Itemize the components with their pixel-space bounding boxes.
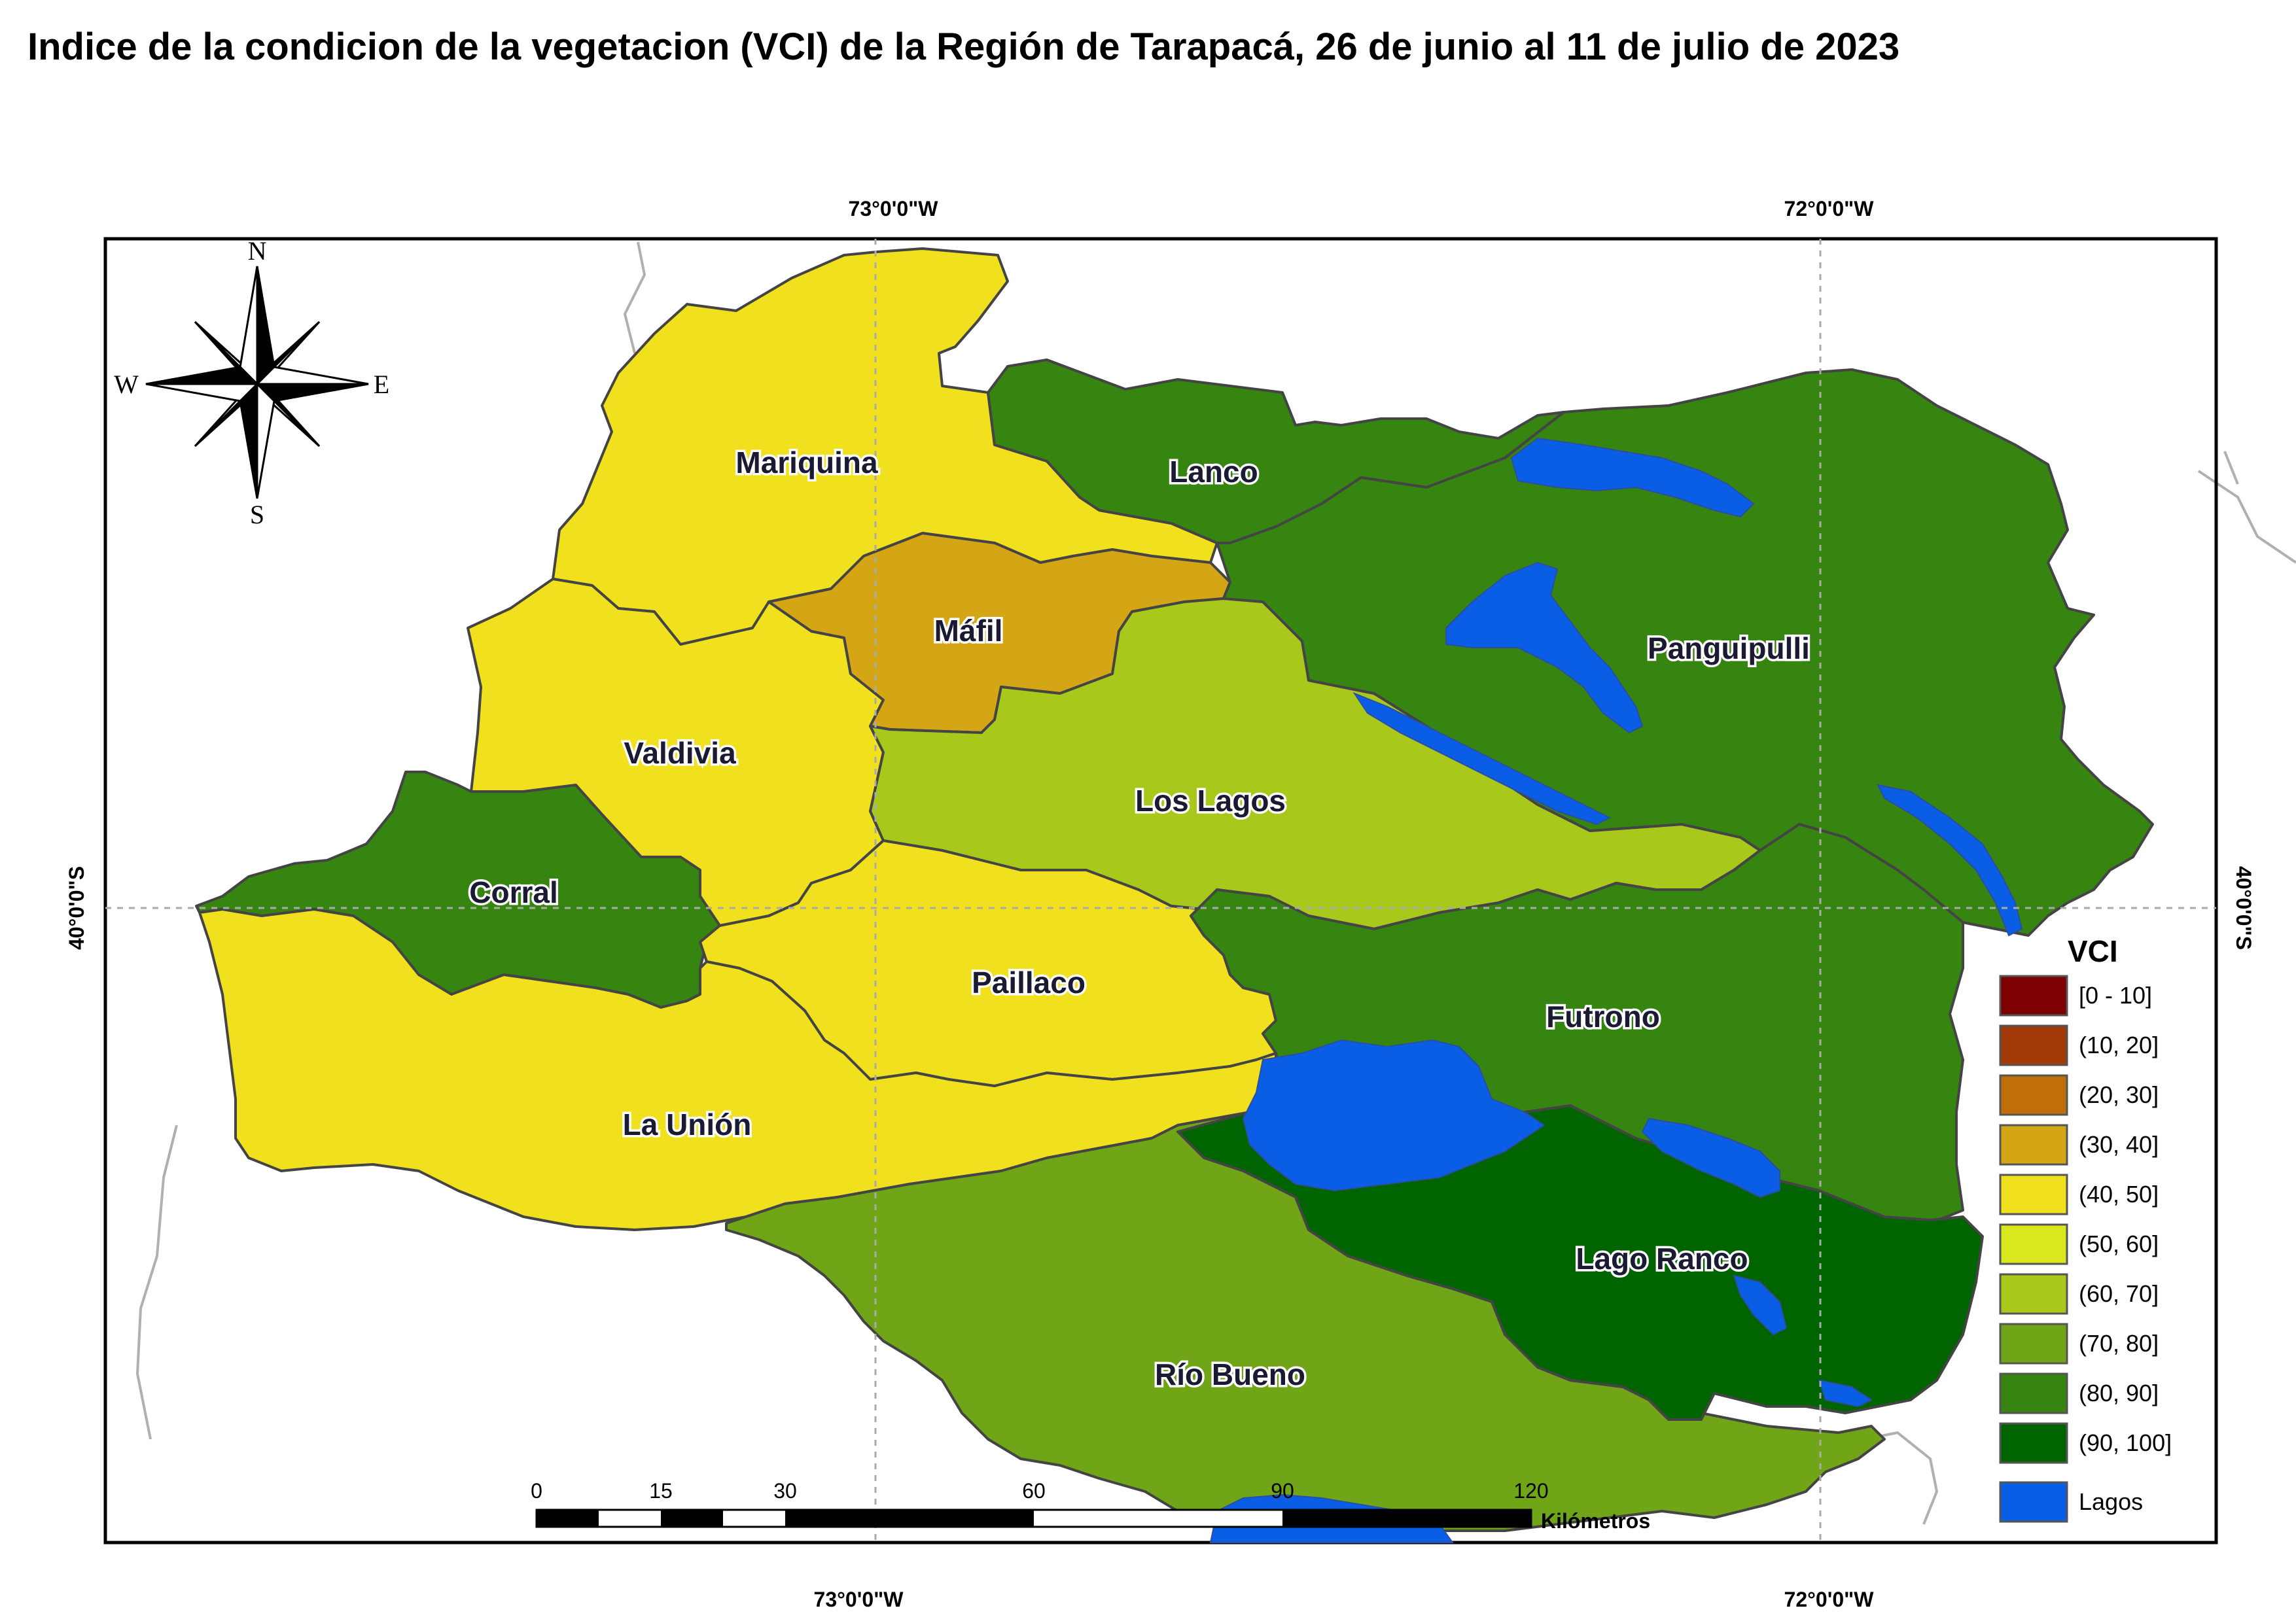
label-valdivia: Valdivia bbox=[624, 736, 736, 770]
legend-swatch bbox=[1999, 1481, 2068, 1523]
lakes bbox=[1209, 437, 2023, 1543]
municipality-futrono bbox=[1190, 823, 1964, 1231]
map-frame bbox=[103, 237, 2218, 1544]
lake-riñihue bbox=[1352, 691, 1612, 826]
legend-swatch bbox=[1999, 1273, 2068, 1315]
lake-panguipulli bbox=[1445, 561, 1644, 734]
compass-w: W bbox=[114, 370, 139, 399]
legend-swatch bbox=[1999, 1124, 2068, 1166]
lon-label-top-left: 73°0'0"W bbox=[849, 197, 939, 220]
municipality-lanco bbox=[987, 358, 1565, 544]
scale-segment bbox=[661, 1510, 723, 1527]
scale-label-120: 120 bbox=[1513, 1479, 1548, 1503]
scale-bar: 0 15 30 60 90 120 Kilómetros bbox=[531, 1479, 1650, 1533]
compass-e: E bbox=[374, 370, 389, 399]
compass-rose: N S E W bbox=[114, 236, 389, 529]
legend-label: (70, 80] bbox=[2079, 1330, 2159, 1357]
legend-title: VCI bbox=[2068, 934, 2118, 968]
legend-label: (90, 100] bbox=[2079, 1429, 2172, 1456]
legend-swatch bbox=[1999, 1024, 2068, 1066]
label-lanco: Lanco bbox=[1169, 455, 1258, 489]
legend-label: (60, 70] bbox=[2079, 1280, 2159, 1307]
scale-segment bbox=[1282, 1510, 1531, 1527]
label-mafil: Máfil bbox=[934, 614, 1003, 648]
legend-items: [0 - 10] (10, 20] (20, 30] (30, 40] (40, 50]… bbox=[1999, 975, 2172, 1523]
legend-label: (30, 40] bbox=[2079, 1131, 2159, 1158]
lake-maihue bbox=[1641, 1117, 1780, 1198]
lake-calafquen bbox=[1510, 437, 1755, 518]
label-paillaco: Paillaco bbox=[972, 966, 1086, 1000]
legend-swatch bbox=[1999, 1174, 2068, 1215]
scale-segment bbox=[537, 1510, 599, 1527]
lon-label-bottom-left: 73°0'0"W bbox=[814, 1588, 904, 1611]
scale-label-90: 90 bbox=[1271, 1479, 1294, 1503]
compass-n: N bbox=[248, 236, 267, 266]
scale-label-15: 15 bbox=[649, 1479, 673, 1503]
neighbor-outlines bbox=[135, 241, 2296, 1525]
map-title: Indice de la condicion de la vegetacion … bbox=[27, 26, 1900, 68]
lake-pirihueico bbox=[1877, 784, 2023, 937]
compass-s: S bbox=[250, 500, 264, 529]
scale-label-0: 0 bbox=[531, 1479, 542, 1503]
label-mariquina: Mariquina bbox=[735, 445, 878, 480]
legend-label: (40, 50] bbox=[2079, 1181, 2159, 1208]
municipality-la-union bbox=[198, 908, 1277, 1231]
legend: VCI [0 - 10] (10, 20] (20, 30] (30, 40] (40,… bbox=[1999, 934, 2172, 1523]
legend-label: (20, 30] bbox=[2079, 1081, 2159, 1108]
scale-segment bbox=[785, 1510, 1034, 1527]
graticule bbox=[105, 239, 2216, 1543]
legend-swatch bbox=[1999, 1422, 2068, 1464]
lon-label-bottom-right: 72°0'0"W bbox=[1784, 1588, 1875, 1611]
label-los-lagos: Los Lagos bbox=[1135, 784, 1286, 818]
legend-label: [0 - 10] bbox=[2079, 982, 2152, 1009]
lon-label-top-right: 72°0'0"W bbox=[1784, 197, 1875, 220]
municipality-panguipulli bbox=[1216, 368, 2154, 937]
scale-unit: Kilómetros bbox=[1541, 1509, 1650, 1533]
lat-label-left: 40°0'0"S bbox=[65, 866, 88, 950]
legend-swatch bbox=[1999, 1074, 2068, 1116]
label-corral: Corral bbox=[469, 875, 557, 909]
legend-label: Lagos bbox=[2079, 1488, 2143, 1515]
scale-label-60: 60 bbox=[1022, 1479, 1046, 1503]
lake-small-2 bbox=[1818, 1379, 1873, 1408]
legend-swatch bbox=[1999, 975, 2068, 1017]
label-lago-ranco: Lago Ranco bbox=[1576, 1242, 1748, 1276]
label-la-union: La Unión bbox=[623, 1108, 752, 1142]
coordinate-labels: 73°0'0"W 72°0'0"W 73°0'0"W 72°0'0"W 40°0… bbox=[65, 197, 2255, 1611]
legend-label: (10, 20] bbox=[2079, 1032, 2159, 1058]
legend-swatch bbox=[1999, 1223, 2068, 1265]
label-futrono: Futrono bbox=[1546, 1000, 1660, 1034]
label-rio-bueno: Río Bueno bbox=[1155, 1357, 1305, 1391]
scale-label-30: 30 bbox=[773, 1479, 797, 1503]
lake-small-1 bbox=[1733, 1274, 1788, 1336]
legend-swatch bbox=[1999, 1372, 2068, 1414]
lat-label-right: 40°0'0"S bbox=[2232, 866, 2255, 950]
compass-star-icon bbox=[145, 266, 369, 499]
municipality-labels: Mariquina Lanco Máfil Panguipulli Valdiv… bbox=[467, 444, 1812, 1394]
legend-swatch bbox=[1999, 1323, 2068, 1365]
legend-label: (80, 90] bbox=[2079, 1380, 2159, 1406]
label-panguipulli: Panguipulli bbox=[1648, 631, 1810, 665]
municipalities bbox=[195, 247, 2154, 1532]
legend-label: (50, 60] bbox=[2079, 1230, 2159, 1257]
lake-ranco bbox=[1242, 1039, 1545, 1192]
